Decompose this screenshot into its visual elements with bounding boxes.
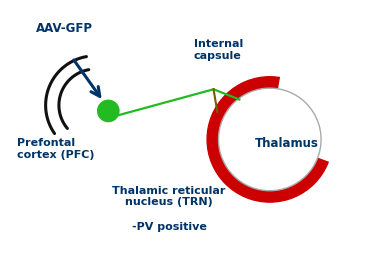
Text: Internal
capsule: Internal capsule — [194, 39, 243, 61]
Circle shape — [207, 77, 332, 202]
Wedge shape — [270, 76, 334, 162]
Text: Thalamus: Thalamus — [255, 137, 319, 150]
Text: -PV positive: -PV positive — [131, 222, 207, 232]
Circle shape — [98, 100, 119, 122]
Text: AAV-GFP: AAV-GFP — [36, 22, 93, 35]
Text: Thalamic reticular
nucleus (TRN): Thalamic reticular nucleus (TRN) — [112, 186, 226, 207]
Circle shape — [218, 88, 321, 191]
Text: Prefontal
cortex (PFC): Prefontal cortex (PFC) — [17, 138, 95, 160]
